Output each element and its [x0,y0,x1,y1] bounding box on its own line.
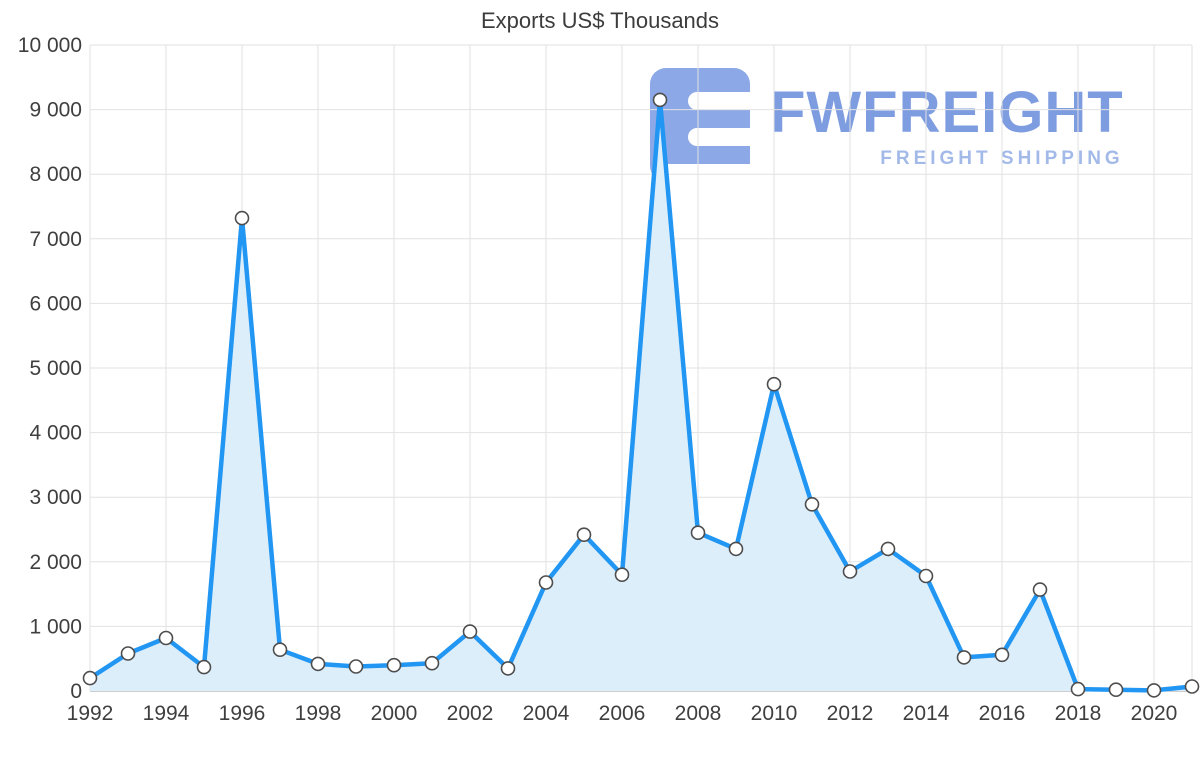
x-axis-tick-label: 2018 [1055,702,1102,725]
data-point-marker[interactable] [82,670,98,686]
y-axis-tick-label: 5 000 [29,357,82,380]
data-point-marker[interactable] [500,661,516,676]
logo-wordmark: FWFREIGHT [770,80,1124,145]
x-axis-tick-label: 1996 [219,702,266,725]
x-axis-tick-label: 2020 [1131,702,1178,725]
data-point-marker[interactable] [462,624,478,639]
series-line [87,97,1195,693]
data-point-marker[interactable] [918,568,934,584]
data-point-marker[interactable] [614,567,630,583]
data-point-marker[interactable] [234,210,250,226]
data-point-marker[interactable] [880,541,896,557]
data-point-marker[interactable] [424,655,440,671]
data-point-marker[interactable] [1146,683,1162,698]
data-point-marker[interactable] [1032,582,1048,597]
x-axis-tick-label: 2006 [599,702,646,725]
data-point-marker[interactable] [690,525,706,541]
y-axis-tick-label: 2 000 [29,551,82,574]
data-point-marker[interactable] [386,657,402,673]
y-axis-tick-label: 9 000 [29,99,82,122]
data-point-marker[interactable] [120,646,136,661]
y-axis-tick-label: 0 [70,680,82,703]
y-axis-tick-label: 10 000 [18,34,82,57]
data-point-marker[interactable] [842,564,858,579]
x-axis-tick-label: 2008 [675,702,722,725]
data-point-marker[interactable] [158,630,174,646]
y-axis-tick-label: 1 000 [29,615,82,638]
x-axis-tick-label: 1998 [295,702,342,725]
x-axis-tick-label: 2000 [371,702,418,725]
data-point-marker[interactable] [804,496,820,512]
x-axis-tick-label: 1994 [143,702,190,725]
data-point-marker[interactable] [766,376,782,392]
data-point-marker[interactable] [994,647,1010,663]
y-axis-tick-label: 6 000 [29,292,82,315]
y-axis-tick-label: 7 000 [29,228,82,251]
x-axis-tick-label: 1992 [67,702,114,725]
y-axis-tick-label: 8 000 [29,163,82,186]
data-point-marker[interactable] [196,659,212,675]
data-point-marker[interactable] [348,659,364,674]
data-point-marker[interactable] [272,642,288,658]
y-axis-tick-label: 4 000 [29,422,82,445]
y-axis-tick-label: 3 000 [29,486,82,509]
data-point-marker[interactable] [956,650,972,665]
x-axis-tick-label: 2014 [903,702,950,725]
data-point-marker[interactable] [538,575,554,590]
data-point-marker[interactable] [310,656,326,672]
x-axis-tick-label: 2016 [979,702,1026,725]
x-axis-tick-label: 2012 [827,702,874,725]
logo-text-block: FWFREIGHT FREIGHT SHIPPING [770,66,1124,170]
x-axis-tick-label: 2004 [523,702,570,725]
data-point-marker[interactable] [1184,679,1200,694]
x-axis-tick-label: 2010 [751,702,798,725]
series-area [90,99,1192,691]
x-axis-tick-label: 2002 [447,702,494,725]
data-point-marker[interactable] [728,541,744,557]
data-point-marker[interactable] [576,527,592,543]
chart-title: Exports US$ Thousands [480,8,720,33]
data-point-marker[interactable] [652,92,668,108]
data-point-marker[interactable] [1070,681,1086,697]
logo-tagline: FREIGHT SHIPPING [880,148,1124,169]
data-point-marker[interactable] [1108,682,1124,698]
